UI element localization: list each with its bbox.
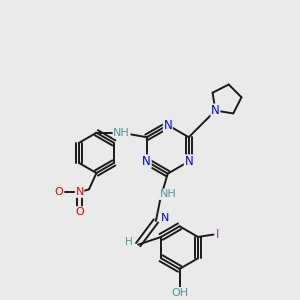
Text: N: N	[211, 104, 220, 117]
Text: N: N	[184, 155, 193, 168]
Text: N: N	[164, 118, 172, 132]
Text: N: N	[75, 187, 84, 197]
Text: O: O	[54, 187, 63, 197]
Text: I: I	[216, 228, 220, 241]
Text: N: N	[142, 155, 151, 168]
Text: O: O	[75, 207, 84, 217]
Text: NH: NH	[159, 189, 176, 199]
Text: N: N	[160, 213, 169, 223]
Text: NH: NH	[113, 128, 130, 138]
Text: H: H	[125, 237, 133, 247]
Text: OH: OH	[171, 288, 188, 298]
